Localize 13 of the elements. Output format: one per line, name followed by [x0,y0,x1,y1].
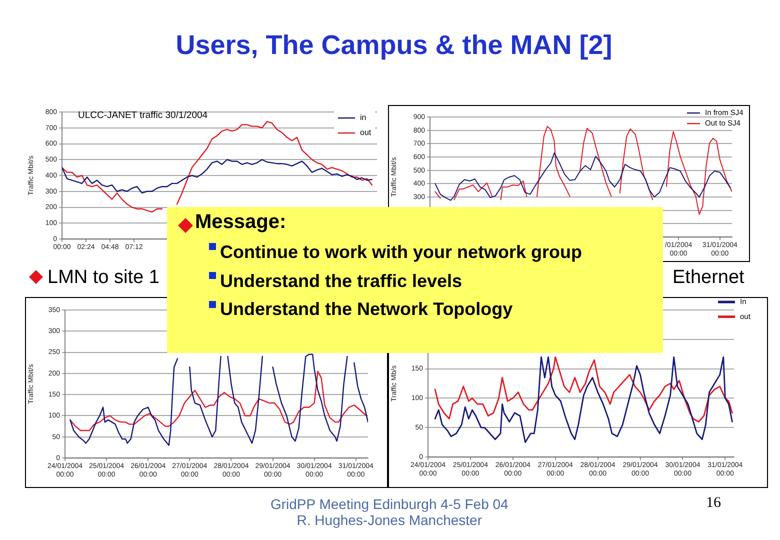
text: Understand the traffic levels [220,270,462,291]
chart-title: ULCC-JANET traffic 30/1/2004 [78,110,208,120]
text: GridPP Meeting Edinburgh 4-5 Feb 04 [270,496,508,512]
legend-label: in [360,113,366,122]
annotation: Understand the Network Topology [220,299,513,320]
text: R. Hughes-Jones Manchester [296,512,482,528]
annotation: Message: [195,211,286,234]
chart-title: LMN to site 1 [48,266,160,288]
chart-title: Ethernet [672,266,744,288]
text: Continue to work with your network group [220,242,582,262]
legend-label: out [360,128,372,138]
text: 16 [706,495,721,512]
text: Users, The Campus & the MAN [2] [176,30,612,60]
